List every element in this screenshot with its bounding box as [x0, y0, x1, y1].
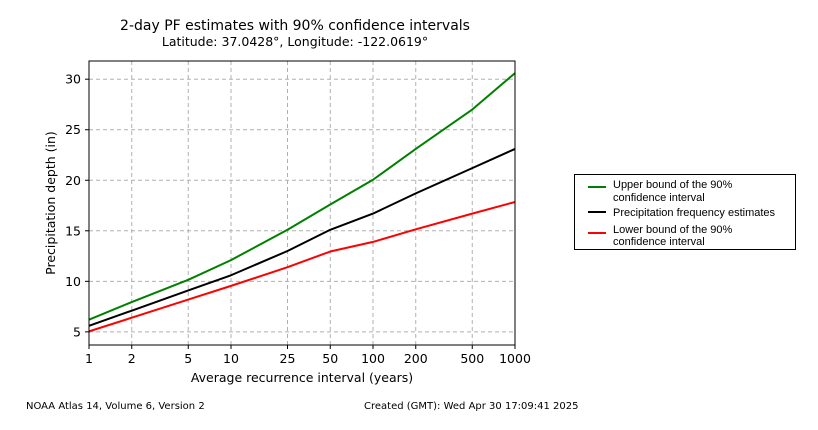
legend-label-upper-1: Upper bound of the 90% [613, 179, 732, 191]
legend-label-lower-1: Lower bound of the 90% [613, 224, 732, 236]
chart-subtitle: Latitude: 37.0428°, Longitude: -122.0619… [162, 34, 428, 49]
x-tick-label: 200 [404, 351, 428, 366]
y-tick-label: 20 [65, 173, 81, 188]
x-tick-label: 2 [128, 351, 136, 366]
footer-source: NOAA Atlas 14, Volume 6, Version 2 [26, 401, 205, 412]
y-axis: 5 10 15 20 25 30 [65, 72, 89, 339]
y-tick-label: 30 [65, 72, 81, 87]
x-tick-label: 100 [361, 351, 385, 366]
legend-label-lower-2: confidence interval [613, 236, 705, 248]
x-tick-label: 1 [85, 351, 93, 366]
x-axis-label: Average recurrence interval (years) [191, 370, 413, 385]
legend-label-upper-2: confidence interval [613, 192, 705, 204]
legend: Upper bound of the 90% confidence interv… [574, 174, 796, 250]
grid [89, 61, 515, 345]
x-axis: 1 2 5 10 25 50 100 200 500 1000 [85, 345, 531, 366]
x-tick-label: 500 [460, 351, 484, 366]
x-tick-label: 25 [280, 351, 296, 366]
x-tick-label: 50 [322, 351, 338, 366]
chart-title: 2-day PF estimates with 90% confidence i… [120, 18, 470, 34]
y-tick-label: 25 [65, 122, 81, 137]
y-tick-label: 10 [65, 274, 81, 289]
legend-label-estimate: Precipitation frequency estimates [613, 207, 776, 219]
y-tick-label: 5 [73, 324, 81, 339]
series-group [88, 72, 516, 333]
series-line-lower-bound [88, 201, 516, 333]
y-axis-label: Precipitation depth (in) [43, 131, 58, 275]
y-tick-label: 15 [65, 223, 81, 238]
legend-box [574, 174, 796, 250]
x-tick-label: 1000 [499, 351, 531, 366]
x-tick-label: 5 [184, 351, 192, 366]
footer-created: Created (GMT): Wed Apr 30 17:09:41 2025 [364, 401, 579, 412]
x-tick-label: 10 [223, 351, 239, 366]
plot-frame [88, 60, 516, 346]
series-line-upper-bound [88, 72, 516, 321]
series-line-estimate [88, 148, 516, 327]
